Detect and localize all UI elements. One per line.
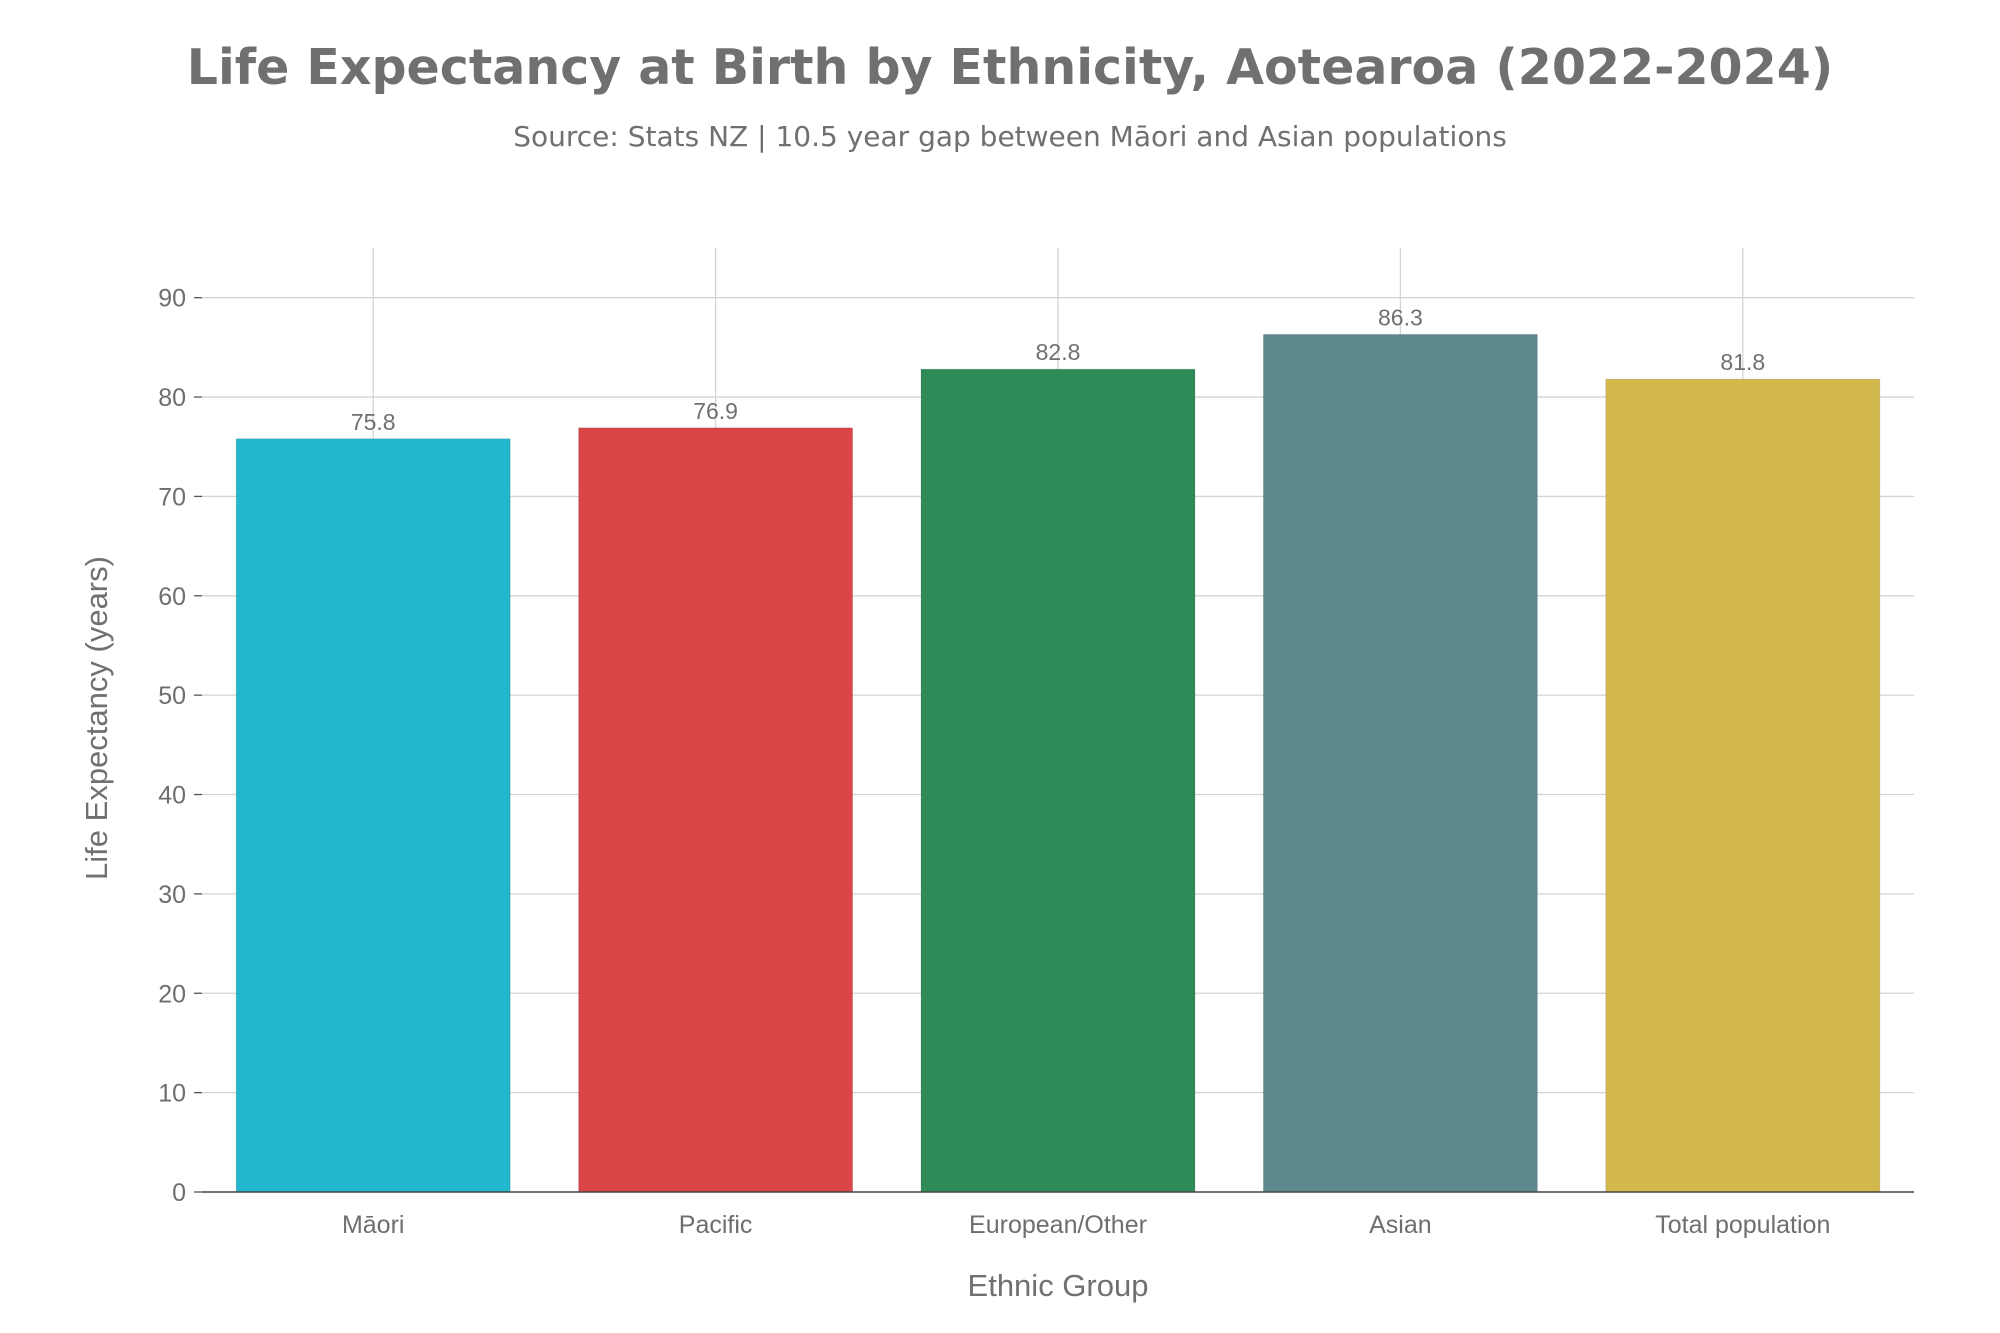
x-tick-label: Pacific	[679, 1211, 753, 1239]
bar	[1262, 333, 1538, 1193]
data-labels: 75.8 76.9 82.8 86.3 81.8	[351, 304, 1765, 434]
x-axis-title: Ethnic Group	[968, 1268, 1149, 1303]
bars	[235, 333, 1881, 1193]
x-tick-label: Māori	[342, 1211, 405, 1239]
bar	[920, 368, 1196, 1193]
y-tick-label: 90	[158, 285, 186, 313]
bar-value-label: 76.9	[693, 398, 738, 424]
x-tick-label: Total population	[1655, 1211, 1830, 1239]
chart-subtitle: Source: Stats NZ | 10.5 year gap between…	[513, 120, 1507, 153]
x-tick-label: Asian	[1369, 1211, 1432, 1239]
bar-value-label: 86.3	[1378, 304, 1423, 330]
y-tick-label: 10	[158, 1080, 186, 1108]
axes: 0 10 20 30 40 50 60 70 80 90 Māori Pacific European/…	[158, 285, 1914, 1239]
y-tick-label: 60	[158, 583, 186, 611]
chart-title: Life Expectancy at Birth by Ethnicity, A…	[187, 39, 1833, 96]
bar-value-label: 82.8	[1036, 339, 1081, 365]
y-tick-label: 80	[158, 384, 186, 412]
y-tick-label: 40	[158, 782, 186, 810]
y-tick-label: 20	[158, 980, 186, 1008]
y-tick-label: 70	[158, 483, 186, 511]
y-axis-title: Life Expectancy (years)	[79, 556, 114, 880]
y-tick-label: 30	[158, 881, 186, 909]
y-tick-label: 50	[158, 682, 186, 710]
bar	[578, 427, 854, 1193]
y-tick-label: 0	[172, 1179, 186, 1207]
bar	[1605, 378, 1881, 1193]
x-tick-label: European/Other	[969, 1211, 1147, 1239]
bar	[235, 438, 511, 1193]
bar-value-label: 75.8	[351, 409, 396, 435]
bar-value-label: 81.8	[1720, 349, 1765, 375]
